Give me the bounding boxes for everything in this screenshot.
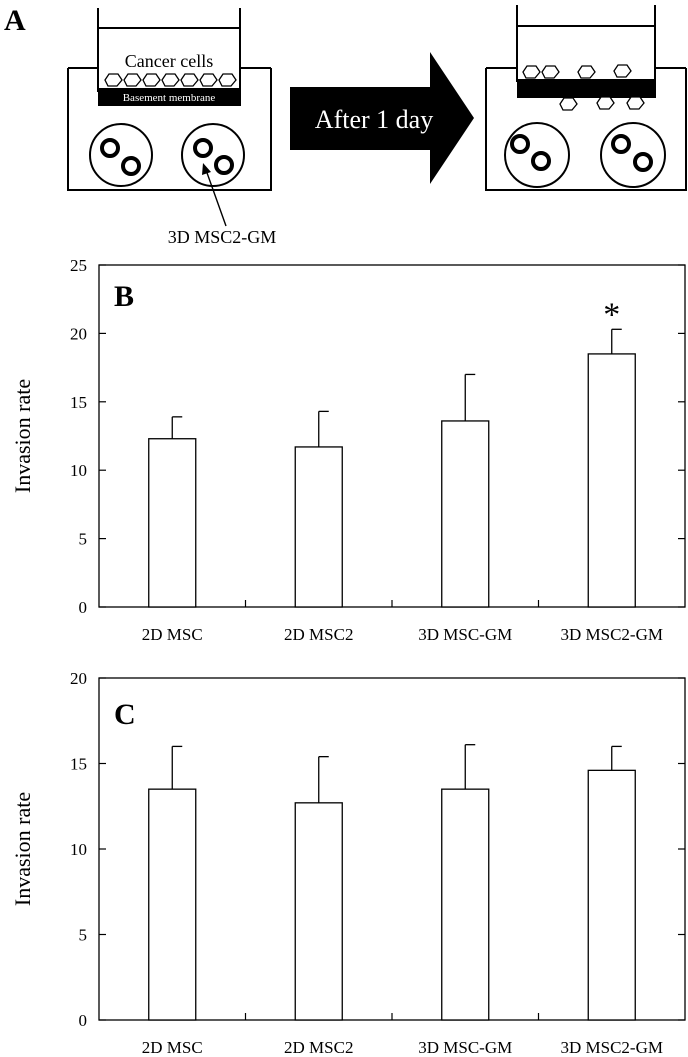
- well-before: [67, 8, 272, 191]
- cancer-cell: [123, 73, 142, 87]
- spheroid: [214, 155, 234, 175]
- y-tick-label: 5: [79, 530, 88, 549]
- pointer-line: [205, 169, 227, 227]
- cancer-cell: [613, 64, 632, 78]
- y-axis-title: Invasion rate: [10, 379, 35, 493]
- x-tick-label: 2D MSC: [142, 625, 203, 644]
- y-tick-label: 15: [70, 393, 87, 412]
- arrow-label: After 1 day: [315, 105, 433, 134]
- spheroid: [193, 138, 213, 158]
- basement-membrane-after: [517, 79, 656, 98]
- y-axis-title: Invasion rate: [10, 792, 35, 906]
- y-tick-label: 15: [70, 755, 87, 774]
- bar: [587, 769, 636, 1021]
- outer-well-before: [67, 68, 272, 191]
- y-tick-label: 10: [70, 840, 87, 859]
- cancer-cell: [104, 73, 123, 87]
- cancer-cells-label: Cancer cells: [125, 51, 213, 71]
- cancer-cell: [541, 65, 560, 79]
- spheroid: [611, 134, 631, 154]
- y-tick-label: 0: [79, 1011, 88, 1030]
- x-tick-label: 2D MSC2: [284, 625, 353, 644]
- y-tick-label: 5: [79, 926, 88, 945]
- y-tick-label: 20: [70, 324, 87, 343]
- chart-b: 0 5 10 15 20 25 Invasion rate 2D MSC 2D MSC2 3D M…: [10, 256, 686, 644]
- x-tick-label: 2D MSC2: [284, 1038, 353, 1057]
- spheroid-dish-left: [89, 123, 153, 187]
- cancer-cells-after: [522, 64, 645, 111]
- bar: [294, 446, 343, 608]
- y-tick-label: 10: [70, 461, 87, 480]
- spheroid: [510, 134, 530, 154]
- bar: [441, 788, 490, 1021]
- x-tick-label: 3D MSC2-GM: [561, 1038, 664, 1057]
- cancer-cell: [218, 73, 237, 87]
- spheroid-dish-right: [181, 123, 245, 187]
- y-tick-label: 0: [79, 598, 88, 617]
- cancer-cell: [522, 65, 541, 79]
- spheroid-label: 3D MSC2-GM: [168, 227, 277, 247]
- chart-c: 0 5 10 15 20 Invasion rate 2D MSC 2D MSC2 3D MSC…: [10, 669, 686, 1057]
- big-arrow: [290, 52, 474, 184]
- bar: [441, 420, 490, 608]
- spheroids-after: [510, 134, 653, 172]
- panel-a-letter: A: [4, 4, 26, 37]
- spheroid: [531, 151, 551, 171]
- pointer-head: [202, 163, 211, 175]
- y-tick-label: 25: [70, 256, 87, 275]
- significance-annotation: *: [603, 296, 620, 333]
- x-tick-label: 3D MSC-GM: [418, 1038, 512, 1057]
- spheroid: [121, 156, 141, 176]
- spheroids-before: [100, 138, 234, 176]
- cancer-cell: [161, 73, 180, 87]
- spheroid-dish-left: [504, 122, 570, 188]
- cancer-cell: [626, 96, 645, 110]
- cancer-cell: [142, 73, 161, 87]
- spheroid: [100, 138, 120, 158]
- panel-b-letter: B: [114, 280, 134, 313]
- cancer-cell: [596, 96, 615, 110]
- cancer-cell: [559, 97, 578, 111]
- x-tick-label: 3D MSC2-GM: [561, 625, 664, 644]
- membrane-label: Basement membrane: [123, 92, 216, 104]
- spheroid: [633, 152, 653, 172]
- panel-a-diagram: A Basement membrane Cancer cells 3D MSC2…: [4, 4, 687, 247]
- cancer-cells-before: [104, 73, 237, 87]
- outer-well-after: [485, 68, 687, 191]
- bar: [148, 438, 197, 608]
- cancer-cell: [180, 73, 199, 87]
- spheroid-dish-right: [600, 122, 666, 188]
- bar: [294, 802, 343, 1021]
- cancer-cell: [577, 65, 596, 79]
- well-after: [485, 5, 687, 191]
- cancer-cell: [199, 73, 218, 87]
- panel-c-letter: C: [114, 698, 136, 731]
- bar: [587, 353, 636, 608]
- basement-membrane-before: [98, 88, 241, 106]
- y-tick-label: 20: [70, 669, 87, 688]
- bar: [148, 788, 197, 1021]
- x-tick-label: 2D MSC: [142, 1038, 203, 1057]
- x-tick-label: 3D MSC-GM: [418, 625, 512, 644]
